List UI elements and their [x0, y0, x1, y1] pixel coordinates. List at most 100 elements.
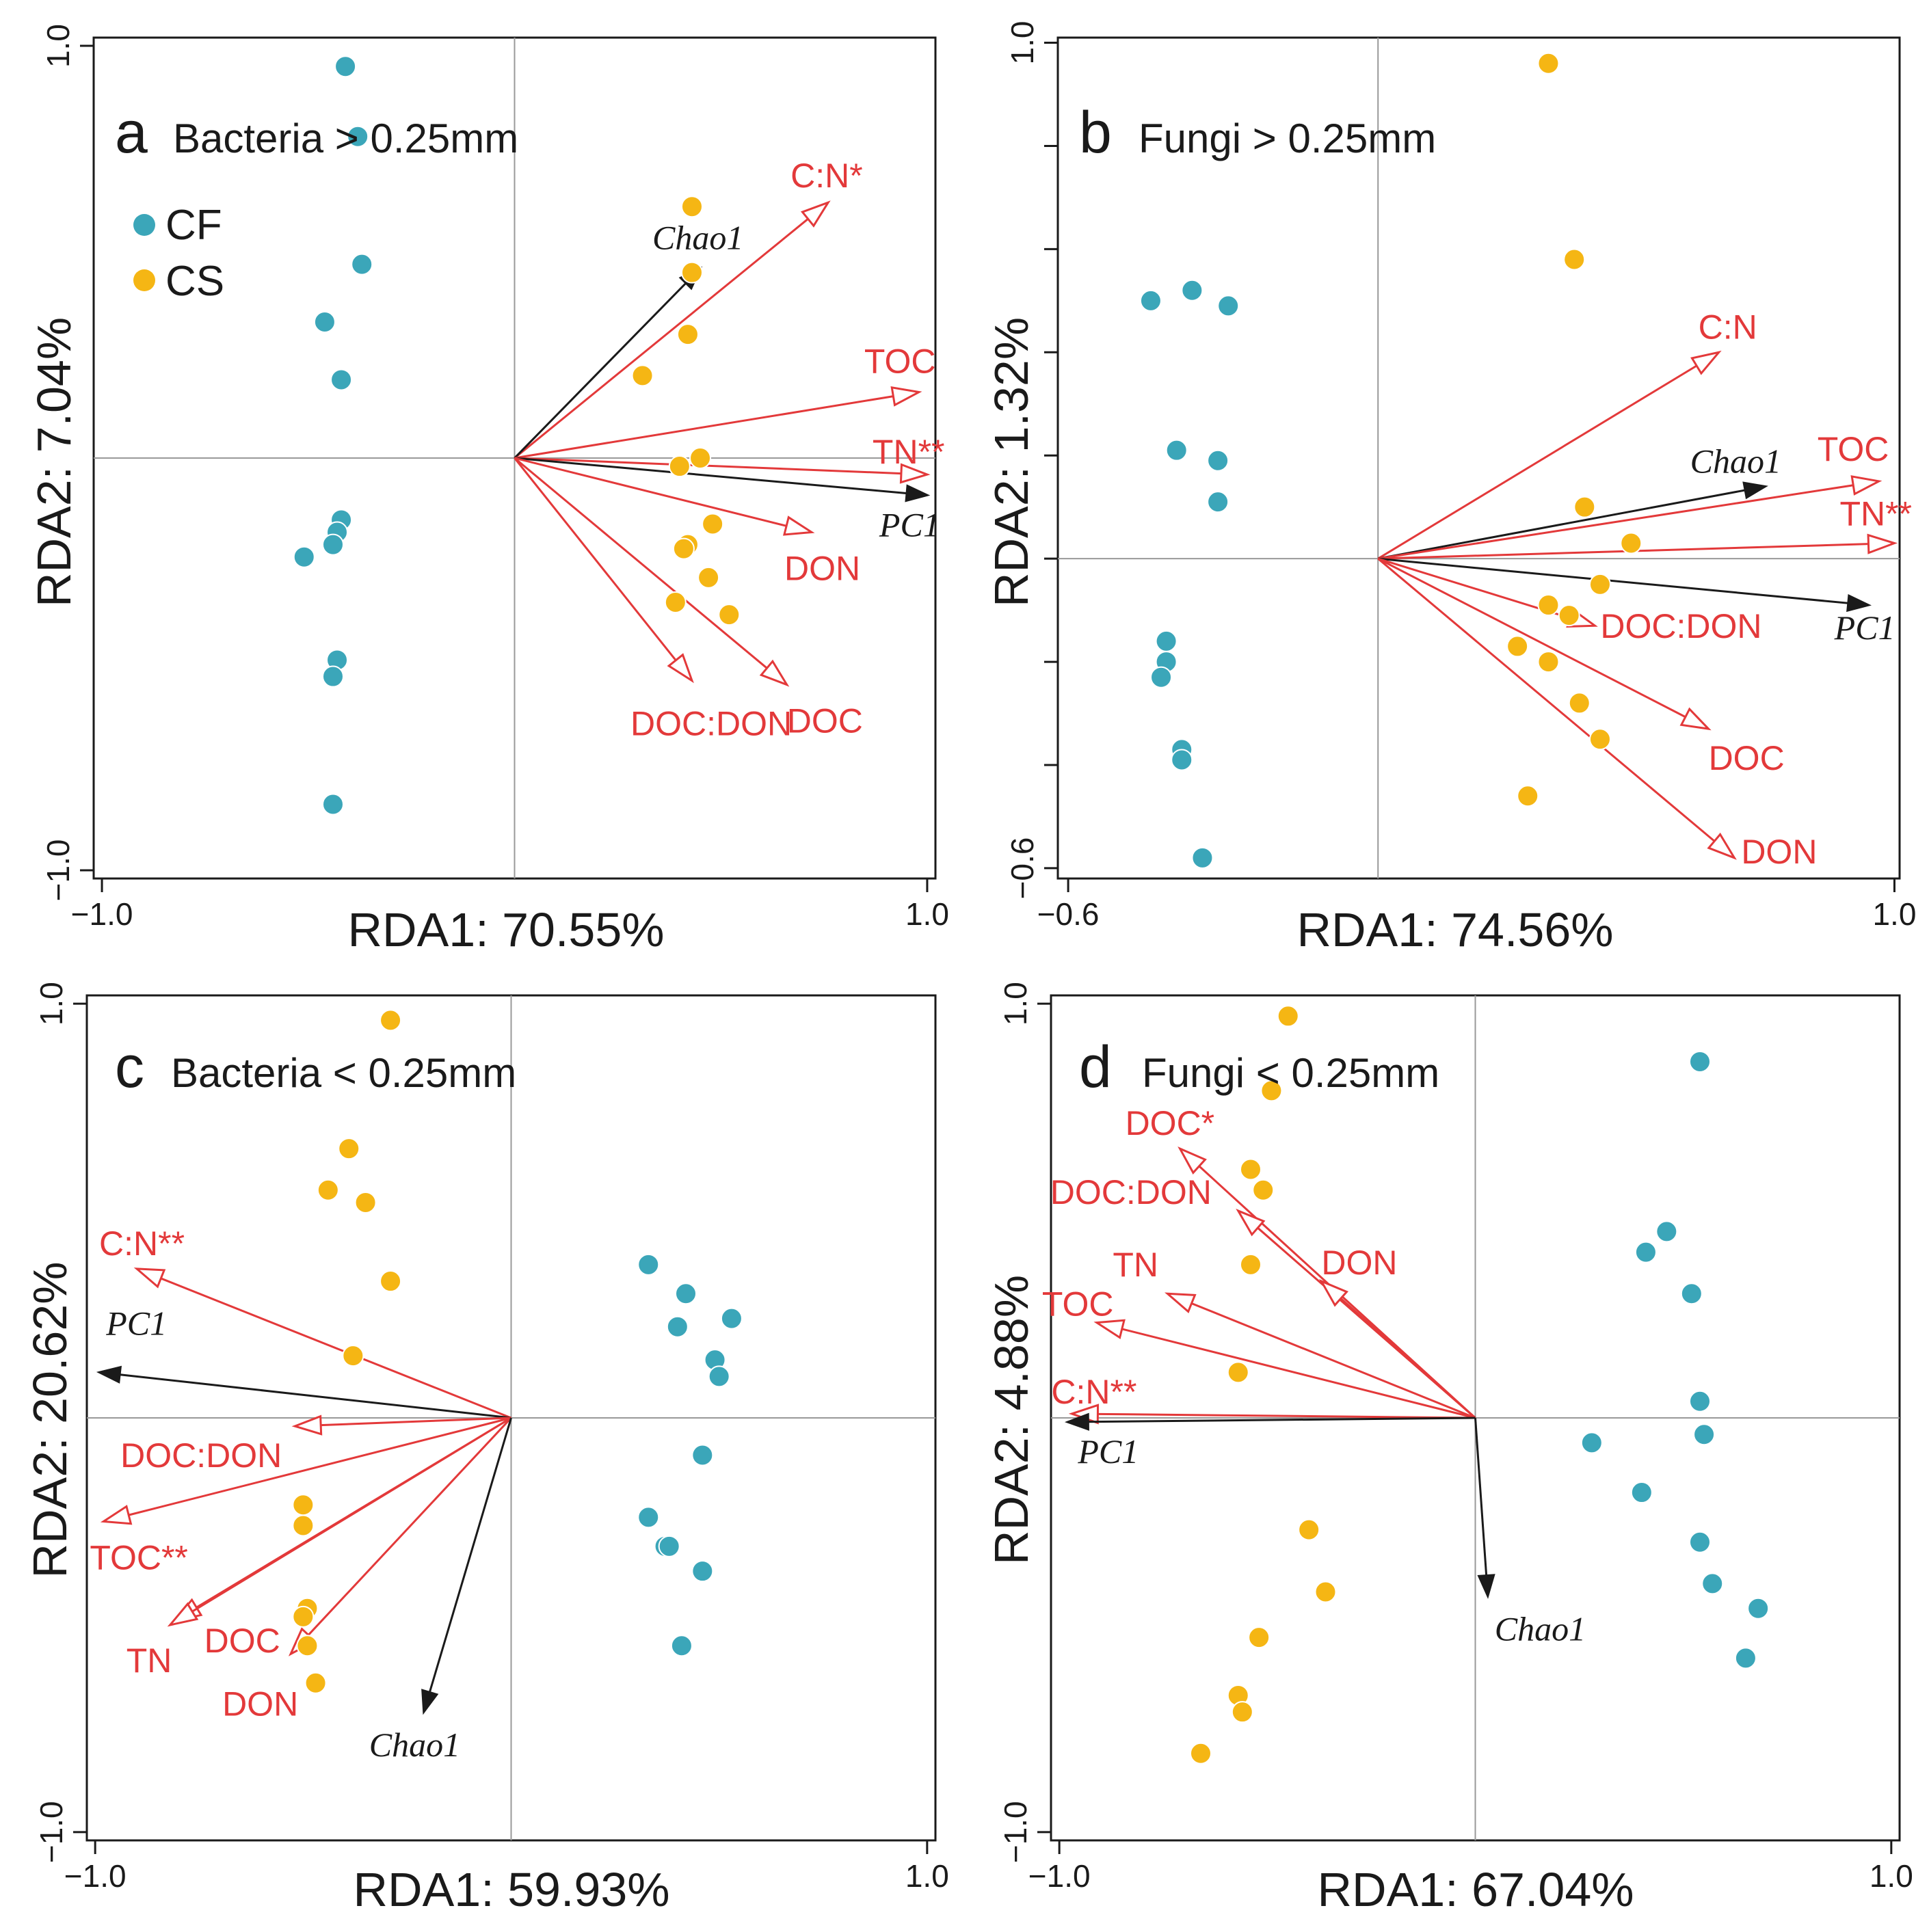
vector-c-n-shaft	[1377, 364, 1697, 560]
point-cf	[1191, 846, 1214, 869]
point-cf	[1701, 1572, 1724, 1595]
panel-b-ytick-label: −0.6	[1005, 837, 1040, 900]
point-cs	[702, 513, 724, 535]
vector-pc1-shaft	[514, 457, 928, 496]
point-cf	[1689, 1390, 1711, 1412]
vector-label-don: DON	[784, 550, 860, 588]
vector-pc1-shaft	[1067, 1417, 1476, 1423]
panel-d-title: Fungi < 0.25mm	[1142, 1050, 1439, 1096]
vector-toc-arrowhead	[1850, 475, 1883, 496]
point-cf	[1693, 1423, 1716, 1446]
point-cs	[1231, 1701, 1253, 1723]
vector-don-arrowhead	[1707, 832, 1737, 860]
panel-a-plot: −1.0 1.0 −1.0 1.0 C:N* Chao1 TOC TN** PC1 DON DOCD…	[40, 24, 949, 932]
point-cf	[720, 1307, 743, 1330]
point-cs	[342, 1345, 364, 1367]
point-cs	[672, 537, 695, 560]
legend-cf-label: CF	[165, 202, 222, 249]
vector-tn--arrowhead	[899, 463, 931, 484]
panel-d-series-cs	[1190, 1005, 1337, 1765]
vector-label-c-n: C:N	[1699, 308, 1757, 346]
panel-d-ylabel: RDA2: 4.88%	[985, 1275, 1038, 1565]
panel-a-series-cf	[293, 55, 373, 816]
point-cf	[351, 253, 373, 276]
point-cs	[676, 323, 699, 346]
vector-doc-shaft	[1377, 557, 1686, 719]
vector-don-shaft	[1377, 557, 1716, 842]
vector-label-doc-don: DOC:DON	[1600, 607, 1761, 645]
panel-c-bacteria-small: −1.0 1.0 −1.0 1.0 C:N** PC1 DOC:DON TOC** TN DOC D…	[23, 982, 949, 1916]
panel-a-legend: CF CS	[133, 202, 224, 305]
vector-c-n--arrowhead	[800, 200, 831, 228]
panel-a-letter: a	[115, 100, 148, 165]
point-cs	[1227, 1361, 1249, 1384]
panel-c-series-cf	[637, 1253, 743, 1657]
vector-label-tn-: TN**	[873, 433, 945, 471]
point-cs	[1563, 248, 1586, 271]
panel-d-ytick-label: −1.0	[998, 1801, 1033, 1863]
point-cf	[1655, 1220, 1678, 1243]
vector-label-pc1: PC1	[1077, 1432, 1139, 1471]
vector-chao1-shaft	[1474, 1417, 1489, 1596]
vector-c-n-arrowhead	[1690, 350, 1722, 375]
vector-don-arrowhead	[1318, 1278, 1348, 1307]
point-cf	[321, 665, 344, 688]
point-cs	[1298, 1518, 1320, 1541]
point-cs	[292, 1605, 315, 1628]
point-cs	[380, 1270, 402, 1293]
point-cs	[1573, 496, 1596, 518]
point-cs	[1240, 1253, 1262, 1276]
point-cs	[296, 1635, 319, 1657]
point-cf	[708, 1365, 730, 1388]
point-cs	[668, 455, 691, 478]
panel-a-bacteria-large: −1.0 1.0 −1.0 1.0 C:N* Chao1 TOC TN** PC1 DON DOCD…	[27, 24, 949, 956]
point-cf	[691, 1444, 714, 1466]
point-cf	[1155, 630, 1178, 652]
panel-c-xlabel: RDA1: 59.93%	[353, 1863, 669, 1916]
point-cf	[658, 1535, 680, 1557]
panel-c-xtick-label: 1.0	[905, 1858, 949, 1894]
panel-c-xtick-label: −1.0	[64, 1858, 127, 1894]
point-cs	[680, 196, 703, 218]
vector-tn--arrowhead	[1867, 533, 1898, 554]
vector-label-toc: TOC	[864, 343, 936, 381]
panel-c-vectors: C:N** PC1 DOC:DON TOC** TN DOC DON Chao1	[90, 1224, 512, 1764]
point-cs	[1314, 1581, 1337, 1603]
vector-doc-don-arrowhead	[667, 653, 694, 684]
point-cf	[670, 1635, 693, 1657]
vector-chao1-shaft	[1377, 485, 1766, 560]
point-cs	[1190, 1742, 1212, 1765]
point-cs	[1517, 785, 1539, 807]
panel-d-series-cf	[1580, 1050, 1770, 1669]
vector-doc-don-shaft	[321, 1417, 511, 1427]
panel-c-ytick-label: 1.0	[34, 982, 69, 1025]
point-cf	[330, 368, 353, 391]
vector-c-n--shaft	[514, 218, 809, 459]
panel-b-fungi-large: −0.6 1.0 −0.6 1.0 C:N Chao1 TOC TN** PC1 DOC:DON D…	[985, 21, 1916, 956]
vector-c-n--arrowhead	[133, 1267, 166, 1289]
point-cs	[664, 591, 687, 614]
vector-label-doc-: DOC*	[1126, 1104, 1215, 1142]
point-cf	[1207, 491, 1229, 513]
point-cs	[1568, 692, 1591, 714]
vector-label-c-n-: C:N*	[790, 157, 863, 195]
panel-b-vectors: C:N Chao1 TOC TN** PC1 DOC:DON DOC DON	[1377, 308, 1912, 871]
panel-b-frame	[1056, 36, 1901, 880]
vector-toc--shaft	[128, 1417, 511, 1516]
point-cf	[1207, 449, 1229, 472]
legend-cs-marker	[133, 269, 155, 291]
vector-label-pc1: PC1	[879, 505, 940, 544]
point-cf	[334, 55, 357, 78]
vector-label-pc1: PC1	[1834, 608, 1895, 647]
panel-c-plot: −1.0 1.0 −1.0 1.0 C:N** PC1 DOC:DON TOC** TN DOC D…	[34, 982, 949, 1894]
vector-label-chao1: Chao1	[1495, 1610, 1586, 1648]
vector-tn--shaft	[1378, 543, 1869, 560]
vector-label-chao1: Chao1	[652, 219, 743, 257]
panel-d-xtick-label: −1.0	[1028, 1858, 1091, 1894]
point-cf	[691, 1560, 714, 1583]
vector-c-n--shaft	[1097, 1412, 1476, 1419]
vector-toc-arrowhead	[1093, 1319, 1126, 1339]
panel-b-series-cf	[1139, 279, 1240, 869]
